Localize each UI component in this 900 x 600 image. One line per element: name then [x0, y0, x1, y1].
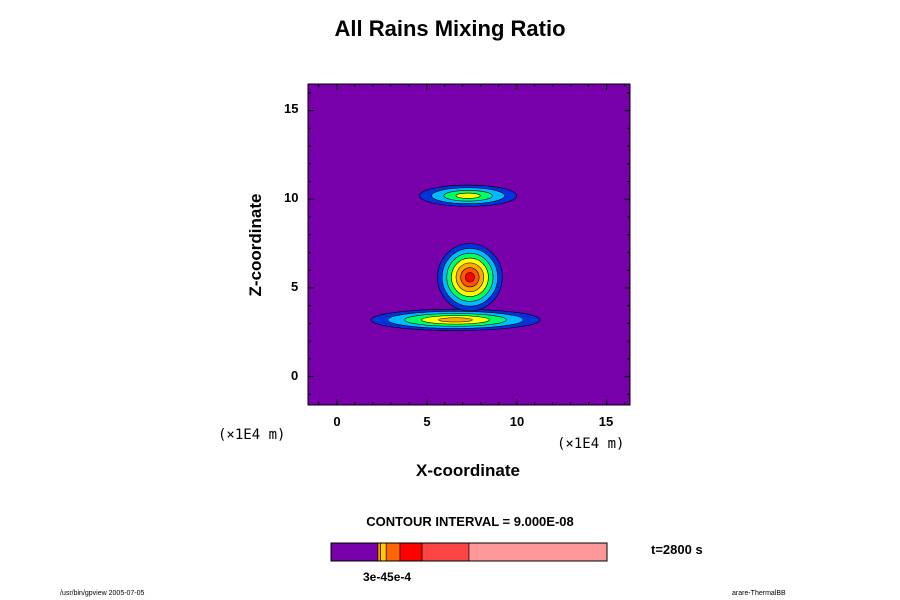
- colorbar-segment: [330, 542, 379, 562]
- contour-level: [438, 317, 473, 323]
- colorbar-segment: [468, 542, 608, 562]
- colorbar-segment: [380, 542, 387, 562]
- x-tick-label: 0: [333, 414, 341, 429]
- y-axis-label: Z-coordinate: [246, 193, 265, 297]
- x-tick-label: 5: [423, 414, 431, 429]
- colorbar-segment: [377, 542, 381, 562]
- x-tick-label: 10: [509, 414, 525, 429]
- colorbar-segment: [399, 542, 423, 562]
- contour-level: [464, 272, 475, 283]
- plot-frame: [307, 83, 631, 406]
- colorbar-frame: [330, 542, 608, 562]
- colorbar-segment: [421, 542, 470, 562]
- chart-title: All Rains Mixing Ratio: [334, 16, 566, 41]
- y-axis-unit: (×1E4 m): [218, 427, 286, 443]
- contour-level: [455, 192, 481, 199]
- footer-right-text: arare-ThermalBB: [732, 590, 786, 597]
- y-tick-label: 15: [284, 101, 299, 116]
- x-axis-label: X-coordinate: [416, 461, 520, 480]
- footer-left-text: /usr/bin/gpview 2005-07-05: [60, 590, 145, 597]
- y-tick-label: 10: [284, 190, 299, 205]
- y-tick-label: 0: [291, 368, 299, 383]
- colorbar-tick-label: 3e-45e-4: [363, 570, 412, 584]
- x-tick-label: 15: [598, 414, 614, 429]
- time-label: t=2800 s: [651, 542, 703, 557]
- x-axis-unit: (×1E4 m): [557, 436, 625, 452]
- colorbar-segment: [385, 542, 401, 562]
- y-tick-label: 5: [291, 279, 299, 294]
- contour-interval-label: CONTOUR INTERVAL = 9.000E-08: [366, 514, 574, 529]
